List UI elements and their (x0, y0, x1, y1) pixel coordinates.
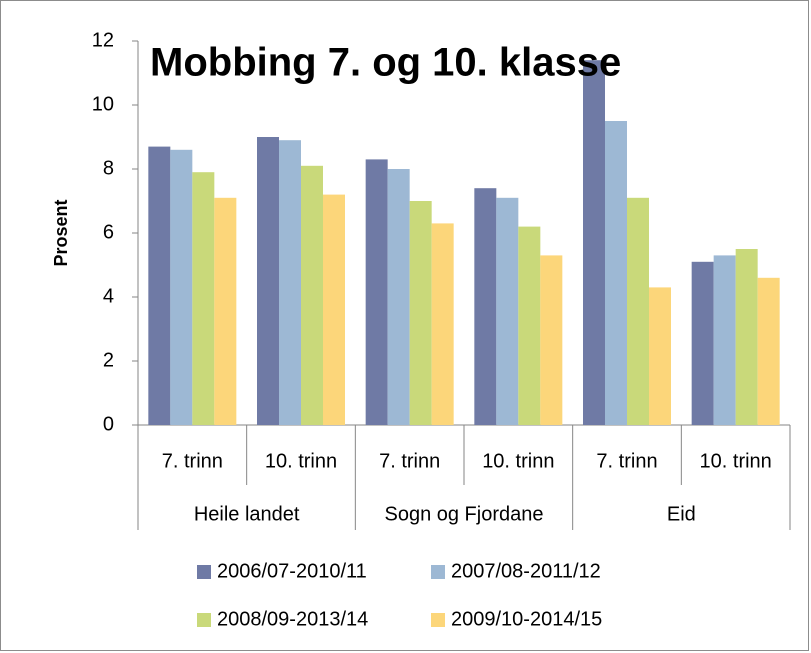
legend-label: 2009/10-2014/15 (451, 608, 602, 630)
group-label: Sogn og Fjordane (384, 503, 543, 525)
bar (387, 169, 410, 425)
bar (192, 172, 215, 425)
x-tick-label: 7. trinn (162, 450, 223, 472)
legend-label: 2006/07-2010/11 (217, 560, 367, 582)
bar (691, 261, 714, 425)
bar (257, 137, 279, 425)
y-tick-label: 6 (103, 221, 114, 243)
bar (713, 255, 736, 425)
group-label: Eid (667, 503, 696, 525)
bar (474, 188, 497, 425)
bar (431, 223, 454, 425)
bar (365, 159, 388, 425)
y-tick-label: 10 (92, 93, 114, 115)
bar (605, 121, 627, 425)
bar (323, 194, 345, 425)
y-tick-label: 2 (103, 349, 114, 371)
bar (214, 197, 237, 425)
x-tick-label: 7. trinn (596, 450, 657, 472)
y-tick-label: 8 (103, 157, 114, 179)
legend-swatch (431, 613, 445, 627)
chart-title: Mobbing 7. og 10. klasse (150, 41, 621, 85)
x-tick-label: 10. trinn (700, 450, 772, 472)
bar (496, 197, 519, 425)
legend-label: 2007/08-2011/12 (451, 560, 601, 582)
bar (409, 201, 432, 425)
bar (649, 287, 671, 425)
bar (627, 197, 649, 425)
legend-swatch (197, 565, 211, 579)
legend-label: 2008/09-2013/14 (217, 608, 368, 630)
y-tick-label: 12 (92, 29, 114, 51)
bar (301, 165, 323, 426)
group-label: Heile landet (194, 503, 300, 525)
bar (583, 60, 605, 425)
bar (279, 140, 301, 425)
bar (757, 277, 780, 425)
bar (540, 255, 563, 425)
bar (170, 149, 193, 426)
bar (735, 249, 758, 425)
legend-swatch (197, 613, 211, 627)
legend-swatch (431, 565, 445, 579)
y-tick-label: 0 (103, 413, 114, 435)
y-tick-label: 4 (103, 285, 114, 307)
bar (148, 146, 171, 425)
y-axis-label: Prosent (51, 199, 71, 266)
x-tick-label: 10. trinn (482, 450, 554, 472)
x-tick-label: 7. trinn (379, 450, 440, 472)
bar (518, 226, 541, 425)
x-tick-label: 10. trinn (265, 450, 337, 472)
